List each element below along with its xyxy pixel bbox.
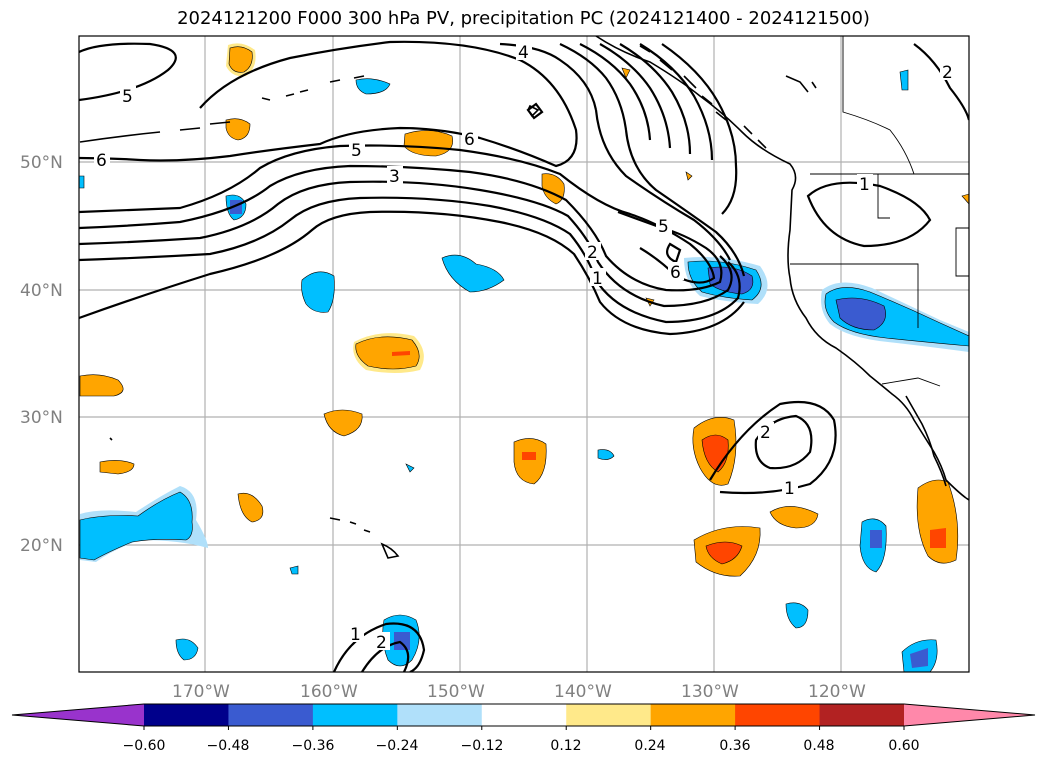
colorbar-tick-label: −0.12 [461,738,504,754]
contour-label: 1 [350,625,361,645]
lat-tick-label: 30°N [20,408,63,428]
lon-tick-label: 170°W [172,682,230,702]
contour-label: 6 [670,263,681,283]
colorbar-tick-label: −0.36 [292,738,335,754]
colorbar-tick-label: 0.36 [719,738,750,754]
contour-label: 1 [592,269,603,289]
colorbar-tick-label: 0.48 [803,738,834,754]
colorbar-tick-label: 0.60 [888,738,919,754]
contour-label: 2 [376,633,387,653]
contour-label: 1 [859,175,870,195]
lon-tick-label: 130°W [681,682,739,702]
contour-label: 2 [587,243,598,263]
colorbar-extend-max [904,704,1035,726]
colorbar-bin [312,704,398,726]
precip-negative [79,69,969,672]
lat-tick-label: 20°N [20,536,63,556]
contour-label: 6 [96,151,107,171]
borders [790,36,969,387]
contour-label: 5 [122,87,133,107]
contour-label: 6 [464,130,475,150]
lon-tick-label: 160°W [300,682,358,702]
colorbar-bin [650,704,736,726]
map-area [79,36,969,672]
map-title: 2024121200 F000 300 hPa PV, precipitatio… [177,8,870,29]
colorbar-bin [819,704,905,726]
colorbar-tick-label: 0.12 [550,738,581,754]
colorbar-tick-labels: −0.60 −0.48 −0.36 −0.24 −0.12 0.12 0.24 … [123,738,920,754]
lat-tick-label: 40°N [20,281,63,301]
colorbar-bin [481,704,567,726]
colorbar-bin [144,704,229,726]
lat-tick-label: 50°N [20,153,63,173]
contour-label: 3 [389,167,400,187]
contour-label: 2 [760,423,771,443]
contour-label: 4 [518,43,529,63]
colorbar-bin [566,704,652,726]
contour-label: 5 [351,141,362,161]
colorbar [11,703,1036,730]
colorbar-extend-min [12,704,144,726]
contour-labels: 5 6 4 5 6 3 5 2 1 6 2 1 1 2 1 2 [94,42,956,653]
lat-tick-labels: 50°N 40°N 30°N 20°N [20,153,63,556]
lon-tick-label: 120°W [808,682,866,702]
contour-label: 2 [942,63,953,83]
colorbar-bin [228,704,314,726]
map-frame [78,35,970,673]
lon-tick-label: 150°W [427,682,485,702]
contour-label: 1 [784,479,795,499]
colorbar-tick-label: 0.24 [634,738,665,754]
contour-label: 5 [658,217,669,237]
lon-tick-labels: 170°W 160°W 150°W 140°W 130°W 120°W [172,682,866,702]
colorbar-tick-label: −0.24 [376,738,419,754]
lon-tick-label: 140°W [554,682,612,702]
colorbar-tick-label: −0.60 [123,738,166,754]
colorbar-tick-label: −0.48 [207,738,250,754]
colorbar-bin [397,704,483,726]
colorbar-bin [735,704,821,726]
